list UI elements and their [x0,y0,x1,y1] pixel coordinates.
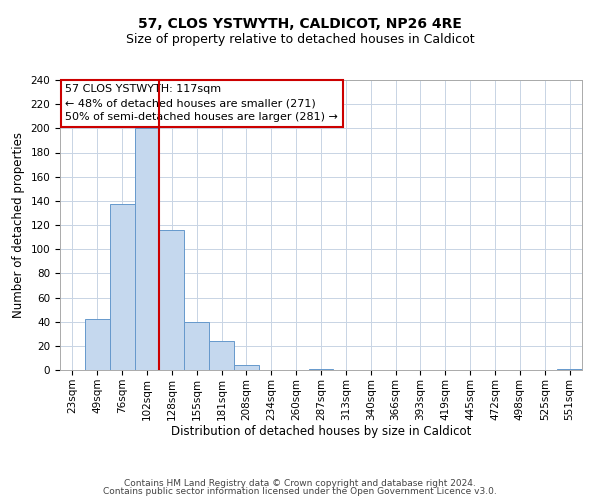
Bar [160,230,184,370]
Bar [184,322,209,370]
Bar [85,320,110,370]
Bar [557,369,582,370]
Bar [308,369,334,370]
Text: Contains HM Land Registry data © Crown copyright and database right 2024.: Contains HM Land Registry data © Crown c… [124,478,476,488]
Bar [209,341,234,370]
Text: Size of property relative to detached houses in Caldicot: Size of property relative to detached ho… [125,32,475,46]
Text: 57 CLOS YSTWYTH: 117sqm
← 48% of detached houses are smaller (271)
50% of semi-d: 57 CLOS YSTWYTH: 117sqm ← 48% of detache… [65,84,338,122]
X-axis label: Distribution of detached houses by size in Caldicot: Distribution of detached houses by size … [171,426,471,438]
Bar [234,365,259,370]
Text: Contains public sector information licensed under the Open Government Licence v3: Contains public sector information licen… [103,487,497,496]
Bar [134,128,160,370]
Bar [110,204,134,370]
Y-axis label: Number of detached properties: Number of detached properties [12,132,25,318]
Text: 57, CLOS YSTWYTH, CALDICOT, NP26 4RE: 57, CLOS YSTWYTH, CALDICOT, NP26 4RE [138,18,462,32]
